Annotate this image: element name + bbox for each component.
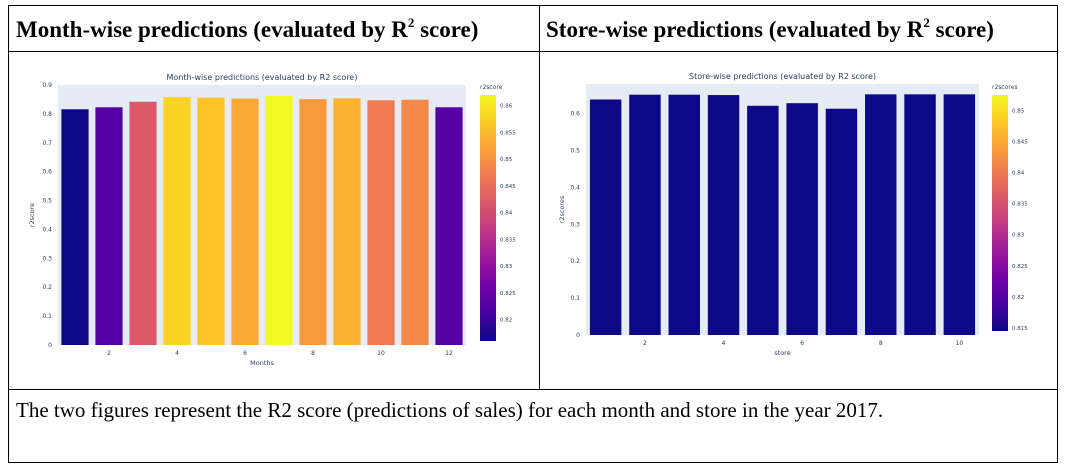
colorbar-tick-label: 0.84 [500, 211, 513, 217]
bar [129, 101, 157, 345]
y-tick-label: 0.3 [42, 255, 52, 262]
y-tick-label: 0 [576, 332, 580, 339]
y-tick-label: 0.4 [42, 226, 52, 233]
chart-title: Store-wise predictions (evaluated by R2 … [689, 72, 876, 81]
colorbar [480, 95, 496, 341]
bar [333, 98, 361, 346]
bar [163, 97, 191, 345]
bar [265, 95, 293, 345]
bar [299, 99, 327, 346]
bar [435, 107, 463, 345]
colorbar-tick-label: 0.835 [1012, 202, 1028, 208]
x-tick-label: 10 [956, 340, 964, 347]
x-tick-label: 4 [722, 340, 726, 347]
bar [707, 95, 740, 335]
bar [197, 97, 225, 345]
y-axis-label: r2score [28, 203, 36, 227]
bar [668, 94, 700, 336]
colorbar-tick-label: 0.83 [1012, 233, 1025, 239]
bar [865, 94, 897, 335]
colorbar-tick-label: 0.83 [500, 264, 513, 270]
y-tick-label: 0.4 [570, 184, 580, 191]
header-divider [8, 51, 1058, 52]
x-tick-label: 10 [377, 350, 385, 357]
colorbar-tick-label: 0.845 [500, 184, 516, 190]
x-tick-label: 2 [643, 340, 647, 347]
y-tick-label: 0.2 [570, 258, 580, 265]
colorbar-tick-label: 0.85 [1012, 109, 1025, 115]
store-wise-chart: Store-wise predictions (evaluated by R2 … [558, 72, 1028, 357]
bar [401, 99, 429, 345]
y-tick-label: 0.5 [570, 147, 580, 154]
bar [904, 94, 936, 335]
x-tick-label: 2 [107, 350, 111, 357]
y-tick-label: 0.8 [42, 111, 52, 118]
bar [61, 109, 89, 345]
header-store-wise: Store-wise predictions (evaluated by R2 … [546, 15, 994, 42]
y-tick-label: 0.2 [42, 284, 52, 291]
column-divider [539, 5, 540, 390]
y-tick-label: 0.6 [570, 111, 580, 118]
colorbar-tick-label: 0.82 [500, 318, 512, 324]
colorbar-tick-label: 0.86 [500, 104, 513, 110]
colorbar-tick-label: 0.835 [500, 237, 516, 243]
header-month-wise: Month-wise predictions (evaluated by R2 … [16, 15, 479, 42]
results-table [8, 5, 1058, 463]
x-tick-label: 8 [879, 340, 883, 347]
bar [747, 105, 779, 335]
x-axis-label: Months [250, 359, 274, 367]
caption-text: The two figures represent the R2 score (… [16, 398, 884, 422]
y-tick-label: 0.5 [42, 198, 52, 205]
x-tick-label: 6 [800, 340, 804, 347]
x-tick-label: 6 [243, 350, 247, 357]
x-tick-label: 8 [311, 350, 315, 357]
x-axis-label: store [774, 349, 790, 357]
y-tick-label: 0.6 [42, 169, 52, 176]
colorbar-tick-label: 0.825 [1012, 264, 1028, 270]
colorbar-tick-label: 0.82 [1012, 295, 1024, 301]
colorbar-tick-label: 0.85 [500, 157, 513, 163]
x-tick-label: 12 [445, 350, 453, 357]
bar [231, 98, 259, 345]
caption-divider [8, 389, 1058, 390]
y-tick-label: 0.1 [42, 313, 52, 320]
colorbar-title: r2score [480, 84, 503, 91]
bar [825, 108, 858, 335]
x-tick-label: 4 [175, 350, 179, 357]
chart-title: Month-wise predictions (evaluated by R2 … [167, 73, 358, 82]
y-tick-label: 0.3 [570, 221, 580, 228]
plot-area [58, 85, 466, 345]
colorbar-tick-label: 0.815 [1012, 326, 1028, 332]
colorbar-tick-label: 0.855 [500, 130, 516, 136]
colorbar-tick-label: 0.845 [1012, 140, 1028, 146]
bar [786, 103, 818, 335]
colorbar-tick-label: 0.84 [1012, 171, 1025, 177]
y-tick-label: 0.7 [42, 140, 52, 147]
bar [95, 107, 123, 345]
colorbar [992, 95, 1008, 331]
bar [367, 100, 395, 345]
colorbar-title: r2scores [992, 84, 1018, 91]
bar [943, 94, 976, 335]
bar [629, 94, 661, 336]
colorbar-tick-label: 0.825 [500, 291, 516, 297]
y-tick-label: 0.9 [42, 82, 52, 89]
month-wise-chart: Month-wise predictions (evaluated by R2 … [28, 73, 516, 367]
y-tick-label: 0 [48, 342, 52, 349]
y-tick-label: 0.1 [570, 295, 580, 302]
y-axis-label: r2scores [558, 195, 566, 223]
bar [589, 99, 622, 335]
